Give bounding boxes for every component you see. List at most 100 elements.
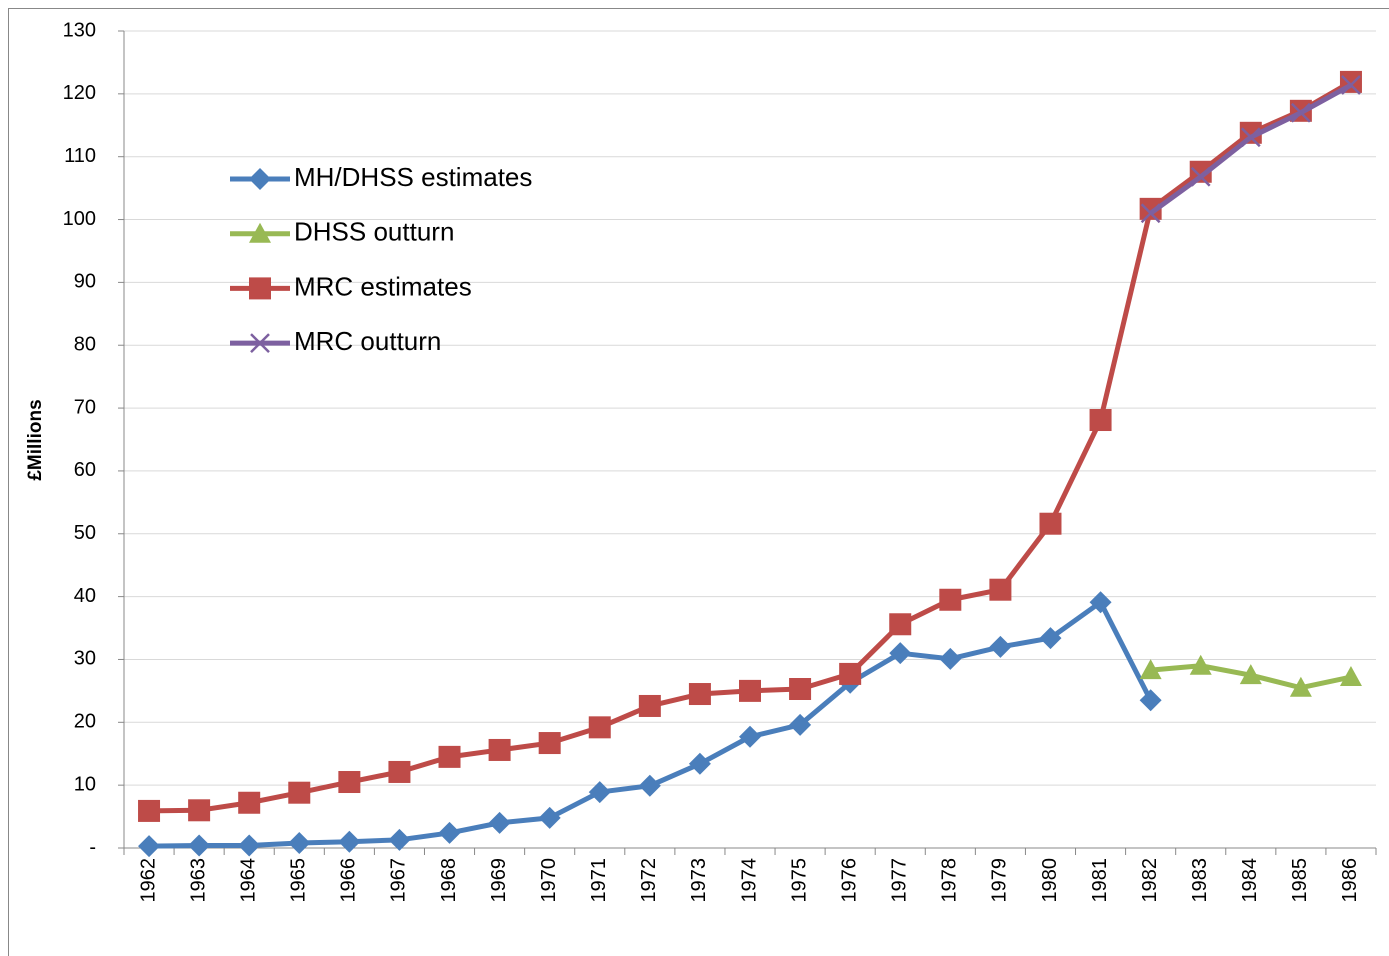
- x-tick-label: 1974: [738, 858, 760, 903]
- point-marker: [1240, 127, 1261, 148]
- point-marker: [188, 799, 211, 822]
- x-tick-label: 1978: [939, 858, 961, 903]
- x-tick-label: 1981: [1089, 858, 1111, 903]
- series-line: [1149, 82, 1353, 216]
- point-marker: [1290, 102, 1311, 123]
- point-marker: [989, 635, 1012, 658]
- legend-label: MRC outturn: [294, 326, 441, 356]
- point-marker: [188, 834, 211, 857]
- x-tick-label: 1972: [638, 858, 660, 903]
- point-marker: [1089, 409, 1112, 432]
- x-tick-label: 1966: [338, 858, 360, 903]
- x-tick-label: 1976: [838, 858, 860, 903]
- y-tick-label: 70: [74, 396, 96, 418]
- y-tick-label: 30: [74, 648, 96, 670]
- point-marker: [1139, 197, 1162, 220]
- point-marker: [388, 828, 411, 851]
- x-tick-label: 1979: [989, 858, 1011, 903]
- point-marker: [1239, 121, 1262, 144]
- y-axis-label: £Millions: [25, 399, 46, 480]
- legend-marker: [250, 333, 270, 353]
- x-tick-label: 1968: [438, 858, 460, 903]
- x-tick-label: 1982: [1139, 858, 1161, 903]
- legend-marker: [249, 168, 271, 190]
- y-tick-label: 110: [64, 145, 96, 167]
- point-marker: [538, 806, 561, 829]
- point-marker: [1339, 666, 1362, 687]
- x-tick-label: 1964: [237, 858, 259, 903]
- chart-frame: [8, 8, 1389, 956]
- y-tick-label: 80: [74, 334, 96, 356]
- x-tick-label: 1970: [538, 858, 560, 903]
- x-tick-label: 1967: [388, 858, 410, 903]
- y-tick-label: 90: [74, 271, 96, 293]
- legend-marker: [249, 277, 271, 300]
- point-marker: [1140, 203, 1161, 224]
- point-marker: [638, 774, 661, 797]
- legend-label: MH/DHSS estimates: [294, 162, 532, 192]
- x-tick-label: 1980: [1039, 858, 1061, 903]
- y-tick-label: 40: [74, 585, 96, 607]
- y-tick-label: -: [89, 836, 96, 858]
- x-tick-label: 1963: [187, 858, 209, 903]
- point-marker: [1139, 659, 1162, 680]
- x-tick-label: 1965: [288, 858, 310, 903]
- point-marker: [739, 725, 761, 748]
- point-marker: [688, 683, 711, 706]
- x-tick-label: 1984: [1239, 858, 1261, 903]
- point-marker: [1089, 591, 1112, 614]
- y-tick-label: 10: [74, 773, 96, 795]
- point-marker: [388, 760, 411, 783]
- point-marker: [238, 791, 261, 814]
- y-tick-label: 130: [63, 19, 96, 41]
- point-marker: [989, 578, 1012, 601]
- point-marker: [889, 613, 912, 636]
- legend-label: DHSS outturn: [294, 217, 454, 247]
- point-marker: [538, 732, 561, 755]
- y-tick-label: 100: [63, 208, 96, 230]
- x-tick-label: 1962: [137, 858, 159, 903]
- point-marker: [1039, 512, 1062, 535]
- x-tick-label: 1983: [1189, 858, 1211, 903]
- point-marker: [288, 831, 311, 854]
- point-marker: [939, 647, 962, 670]
- x-tick-label: 1973: [688, 858, 710, 903]
- point-marker: [739, 679, 761, 702]
- point-marker: [789, 713, 812, 736]
- y-tick-label: 50: [74, 522, 96, 544]
- point-marker: [889, 642, 912, 665]
- point-marker: [438, 821, 461, 844]
- y-tick-label: 60: [74, 459, 96, 481]
- point-marker: [238, 834, 261, 857]
- y-tick-label: 20: [74, 711, 96, 733]
- point-marker: [1341, 75, 1361, 95]
- point-marker: [138, 799, 161, 822]
- x-tick-label: 1971: [588, 858, 610, 903]
- y-tick-label: 120: [63, 82, 96, 104]
- point-marker: [1189, 654, 1212, 675]
- point-marker: [1039, 627, 1062, 650]
- x-tick-label: 1986: [1339, 858, 1361, 903]
- point-marker: [438, 745, 461, 768]
- point-marker: [338, 830, 361, 853]
- point-marker: [1289, 676, 1312, 697]
- point-marker: [338, 771, 361, 794]
- point-marker: [688, 752, 711, 775]
- point-marker: [1190, 166, 1211, 187]
- point-marker: [1189, 160, 1212, 183]
- point-marker: [138, 835, 161, 858]
- legend-marker: [249, 222, 271, 243]
- point-marker: [288, 781, 311, 804]
- point-marker: [588, 781, 611, 804]
- point-marker: [488, 738, 511, 761]
- point-marker: [638, 694, 661, 717]
- legend-label: MRC estimates: [294, 271, 472, 301]
- x-tick-label: 1975: [788, 858, 810, 903]
- point-marker: [939, 588, 962, 611]
- x-tick-label: 1985: [1289, 858, 1311, 903]
- point-marker: [588, 716, 611, 739]
- x-tick-label: 1977: [889, 858, 911, 903]
- x-tick-label: 1969: [488, 858, 510, 903]
- point-marker: [789, 677, 812, 700]
